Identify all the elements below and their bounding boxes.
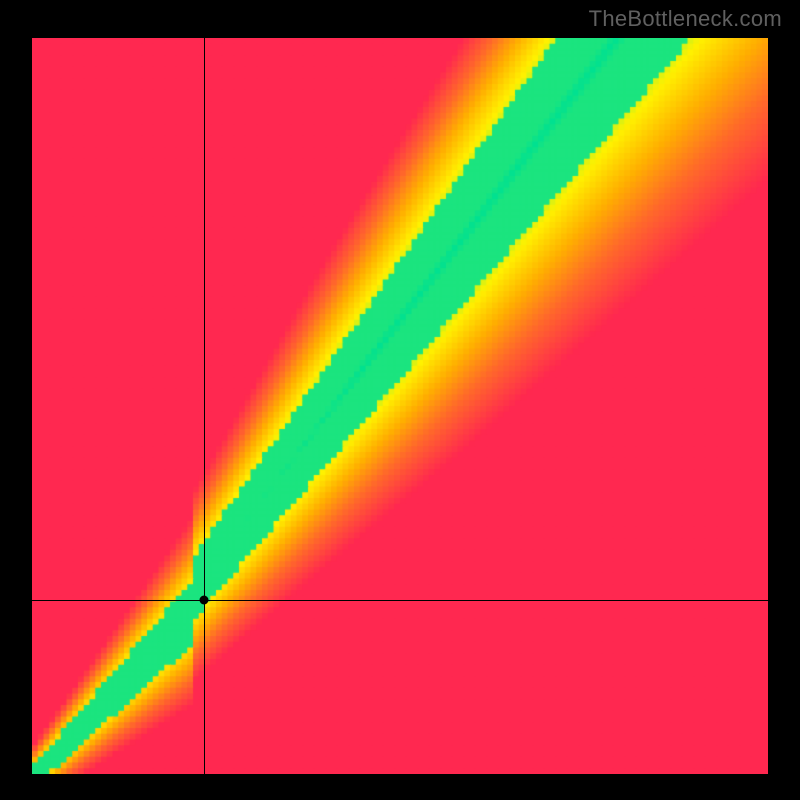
watermark-text: TheBottleneck.com: [589, 6, 782, 32]
heatmap-canvas: [32, 38, 768, 774]
plot-area: [32, 38, 768, 774]
chart-container: TheBottleneck.com: [0, 0, 800, 800]
